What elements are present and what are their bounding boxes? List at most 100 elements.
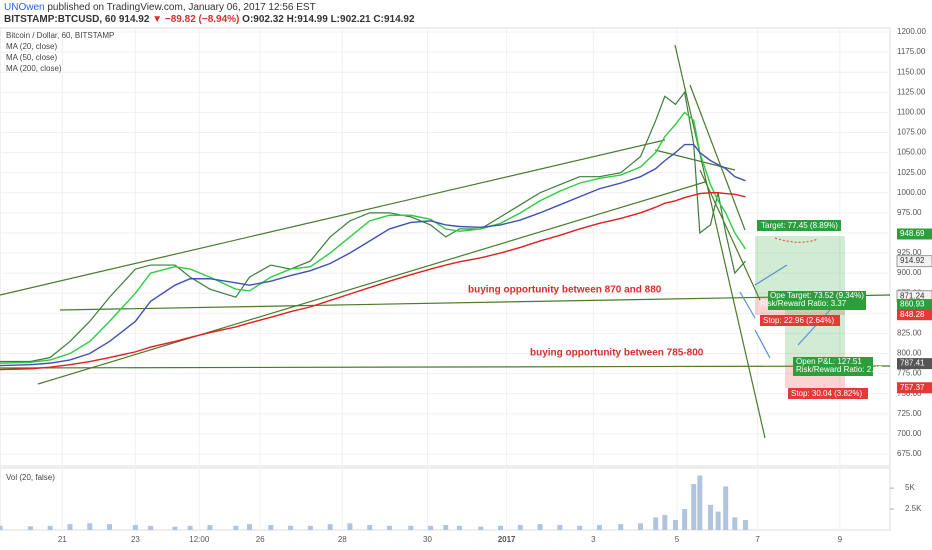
- chart: Target: 77.45 (8.89%) Ope Target: 73.52 …: [0, 27, 932, 544]
- y-tick-label: 825.00: [897, 329, 922, 338]
- y-tick-label: 2.5K: [905, 504, 922, 513]
- trend-line: [0, 365, 891, 369]
- volume-bar: [723, 486, 729, 530]
- curve: [774, 237, 819, 243]
- last: 914.92: [118, 14, 150, 25]
- arrow: [754, 329, 771, 359]
- x-tick-label: 9: [838, 535, 843, 544]
- volume-bar: [87, 523, 93, 530]
- x-tick-label: 28: [338, 535, 347, 544]
- price-label: 948.69: [900, 229, 925, 238]
- ma-line: [0, 143, 746, 367]
- y-tick-label: 800.00: [897, 349, 922, 358]
- volume-bar: [148, 525, 154, 530]
- volume-bar: [233, 525, 239, 530]
- y-tick-label: 1025.00: [897, 168, 926, 177]
- position-label: Risk/Reward Ratio: 3.37: [760, 299, 847, 308]
- price-pane: [0, 27, 891, 467]
- trend-line: [0, 139, 666, 296]
- y-tick-label: 900.00: [897, 268, 922, 277]
- volume-bar: [107, 524, 113, 530]
- position-label: Risk/Reward Ratio: 2.45: [796, 365, 883, 374]
- legend-entry: MA (20, close): [6, 42, 57, 51]
- arrow: ▼: [152, 14, 163, 25]
- x-tick-label: 3: [591, 535, 596, 544]
- volume-bar: [498, 525, 504, 530]
- price-label-box: [896, 255, 932, 268]
- price-label-box: [897, 299, 932, 311]
- price-label: 871.24: [900, 291, 925, 300]
- published: published on TradingView.com, January 06…: [47, 2, 316, 13]
- price-label-box: [897, 358, 932, 370]
- price-line: [0, 90, 746, 363]
- open: O:902.32: [242, 14, 284, 25]
- x-tick-label: 2017: [498, 535, 516, 544]
- volume-bar: [732, 517, 738, 530]
- author[interactable]: UNOwen: [4, 2, 45, 13]
- y-tick-label: 5K: [905, 483, 915, 492]
- trend-line: [37, 181, 706, 385]
- volume-bar: [517, 524, 523, 530]
- x-tick-label: 7: [755, 535, 760, 544]
- x-tick-label: 5: [675, 535, 680, 544]
- volume-bar: [27, 526, 33, 530]
- label-box: [757, 220, 841, 231]
- arrow: [754, 264, 788, 286]
- legend-entry: MA (200, close): [6, 64, 62, 73]
- volume-bar: [187, 525, 193, 530]
- volume-bar: [682, 509, 688, 530]
- quote-line: BITSTAMP:BTCUSD, 60 914.92 ▼ −89.82 (−8.…: [4, 14, 415, 25]
- y-tick-label: 1075.00: [897, 128, 926, 137]
- volume-bar: [653, 517, 659, 530]
- legend-title: Bitcoin / Dollar, 60, BITSTAMP: [6, 31, 114, 40]
- volume-bar: [386, 525, 392, 530]
- position-tools: Target: 77.45 (8.89%) Ope Target: 73.52 …: [739, 220, 883, 399]
- volume-bar: [478, 526, 484, 530]
- trend-line: [699, 169, 761, 301]
- high: H:914.99: [286, 14, 328, 25]
- volume-bar: [456, 525, 462, 530]
- position-label: Stop: 22.96 (2.64%): [763, 316, 834, 325]
- price-label: 914.92: [900, 256, 925, 265]
- volume-bar: [207, 524, 213, 530]
- volume-title: Vol (20, false): [6, 473, 55, 482]
- volume-bar: [618, 524, 624, 530]
- target-zone: [755, 236, 845, 297]
- y-tick-label: 1150.00: [897, 67, 926, 76]
- label-box: [768, 291, 866, 310]
- position-label: Ope: [770, 291, 786, 300]
- volume-bar: [327, 524, 333, 530]
- price-label-box: [897, 228, 932, 240]
- volume-pane: [0, 467, 891, 531]
- x-tick-label: 26: [256, 535, 265, 544]
- volume-bar: [707, 504, 713, 530]
- y-tick-label: 700.00: [897, 429, 922, 438]
- position-label: Target: 77.45 (8.89%): [761, 221, 838, 230]
- position-label: Stop: 30.04 (3.82%): [791, 389, 862, 398]
- x-tick-label: 23: [131, 535, 140, 544]
- volume-bar: [697, 475, 703, 530]
- symbol: BITSTAMP:BTCUSD, 60: [4, 14, 117, 25]
- price-label: 860.93: [900, 300, 925, 309]
- annotation: buying opportunity between 785-800: [530, 348, 704, 359]
- trend-line: [689, 84, 746, 231]
- y-tick-label: 1000.00: [897, 188, 926, 197]
- legend-entry: MA (50, close): [6, 53, 57, 62]
- volume-bar: [577, 525, 583, 530]
- volume-bar: [408, 525, 414, 530]
- volume-bar: [268, 524, 274, 530]
- y-tick-label: 1050.00: [897, 148, 926, 157]
- volume-bar: [307, 525, 313, 530]
- volume-bar: [67, 524, 73, 530]
- label-box: [788, 388, 868, 399]
- header-line: UNOwen published on TradingView.com, Jan…: [4, 2, 316, 13]
- volume-bar: [662, 514, 668, 530]
- y-tick-label: 925.00: [897, 248, 922, 257]
- volume-bar: [715, 511, 721, 530]
- trend-line: [59, 294, 891, 311]
- position-label: Open P&L: 127.51: [796, 357, 862, 366]
- volume-bar: [47, 525, 53, 530]
- volume-bar: [247, 524, 253, 530]
- x-tick-label: 12:00: [189, 535, 210, 544]
